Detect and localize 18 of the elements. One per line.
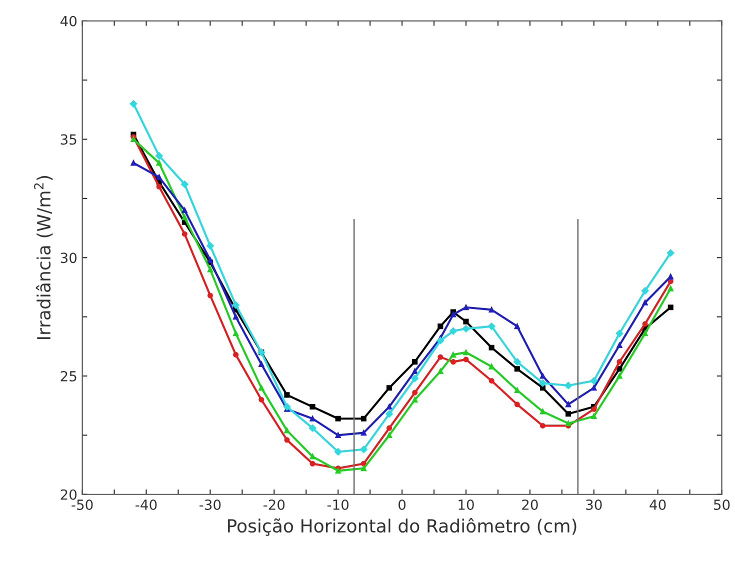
- x-tick-label: 0: [398, 499, 406, 510]
- x-tick-label: -10: [327, 499, 349, 510]
- x-tick-label: -40: [136, 499, 157, 510]
- x-axis-title: Posição Horizontal do Radiômetro (cm): [228, 518, 576, 536]
- x-tick-label: -20: [263, 499, 285, 510]
- y-tick-label: 25: [60, 370, 76, 382]
- y-tick-label: 30: [60, 252, 77, 264]
- x-tick-label: 30: [586, 499, 602, 510]
- x-tick-label: 10: [458, 499, 474, 510]
- y-tick-label: 20: [60, 489, 77, 500]
- y-axis-title: Irradiância (W/m$^{2}$): [34, 176, 53, 340]
- x-tick-label: -30: [200, 499, 221, 510]
- y-tick-label: 40: [60, 16, 77, 26]
- x-tick-label: -50: [72, 499, 93, 510]
- x-tick-label: 40: [650, 499, 666, 510]
- x-tick-label: 50: [714, 499, 730, 510]
- y-tick-label: 35: [60, 134, 76, 145]
- x-tick-label: 20: [522, 499, 538, 510]
